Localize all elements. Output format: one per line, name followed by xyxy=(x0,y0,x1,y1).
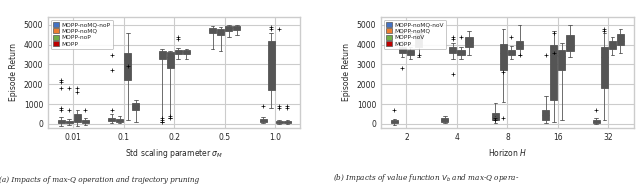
PathPatch shape xyxy=(617,34,624,45)
Y-axis label: Episode Return: Episode Return xyxy=(342,43,351,101)
Legend: MOPP-noMQ-noP, MOPP-noMQ, MOPP-noP, MOPP: MOPP-noMQ-noP, MOPP-noMQ, MOPP-noP, MOPP xyxy=(51,20,113,49)
PathPatch shape xyxy=(449,47,456,53)
PathPatch shape xyxy=(284,121,291,123)
PathPatch shape xyxy=(542,110,549,120)
PathPatch shape xyxy=(516,41,523,49)
PathPatch shape xyxy=(166,52,173,68)
PathPatch shape xyxy=(601,47,608,88)
PathPatch shape xyxy=(159,51,166,58)
PathPatch shape xyxy=(458,50,465,55)
PathPatch shape xyxy=(391,120,398,123)
PathPatch shape xyxy=(407,50,414,55)
Text: (a) Impacts of max-Q operation and trajectory pruning: (a) Impacts of max-Q operation and traje… xyxy=(0,176,199,184)
PathPatch shape xyxy=(233,26,241,30)
PathPatch shape xyxy=(259,119,267,122)
X-axis label: Horizon $H$: Horizon $H$ xyxy=(488,147,527,158)
X-axis label: Std scaling parameter $\sigma_M$: Std scaling parameter $\sigma_M$ xyxy=(125,147,223,160)
Y-axis label: Episode Return: Episode Return xyxy=(9,43,18,101)
PathPatch shape xyxy=(566,35,573,51)
PathPatch shape xyxy=(593,120,600,123)
PathPatch shape xyxy=(124,53,131,80)
PathPatch shape xyxy=(225,26,232,31)
PathPatch shape xyxy=(492,113,499,120)
Text: (b) Impacts of value function $V_b$ and max-Q opera-: (b) Impacts of value function $V_b$ and … xyxy=(333,172,518,184)
PathPatch shape xyxy=(276,121,283,123)
PathPatch shape xyxy=(66,121,73,123)
PathPatch shape xyxy=(74,114,81,122)
PathPatch shape xyxy=(183,50,190,54)
PathPatch shape xyxy=(175,50,182,54)
PathPatch shape xyxy=(558,50,566,70)
PathPatch shape xyxy=(508,50,515,55)
PathPatch shape xyxy=(116,119,124,122)
PathPatch shape xyxy=(500,44,507,70)
PathPatch shape xyxy=(550,45,557,100)
PathPatch shape xyxy=(132,103,140,110)
PathPatch shape xyxy=(399,47,406,53)
PathPatch shape xyxy=(209,28,216,33)
PathPatch shape xyxy=(217,29,224,35)
PathPatch shape xyxy=(58,120,65,123)
PathPatch shape xyxy=(268,41,275,90)
PathPatch shape xyxy=(415,33,422,47)
PathPatch shape xyxy=(108,118,115,121)
PathPatch shape xyxy=(82,120,89,123)
Legend: MOPP-noMQ-noV, MOPP-noMQ, MOPP-noV, MOPP: MOPP-noMQ-noV, MOPP-noMQ, MOPP-noV, MOPP xyxy=(384,20,447,49)
PathPatch shape xyxy=(609,41,616,49)
PathPatch shape xyxy=(465,37,472,47)
PathPatch shape xyxy=(441,118,449,122)
